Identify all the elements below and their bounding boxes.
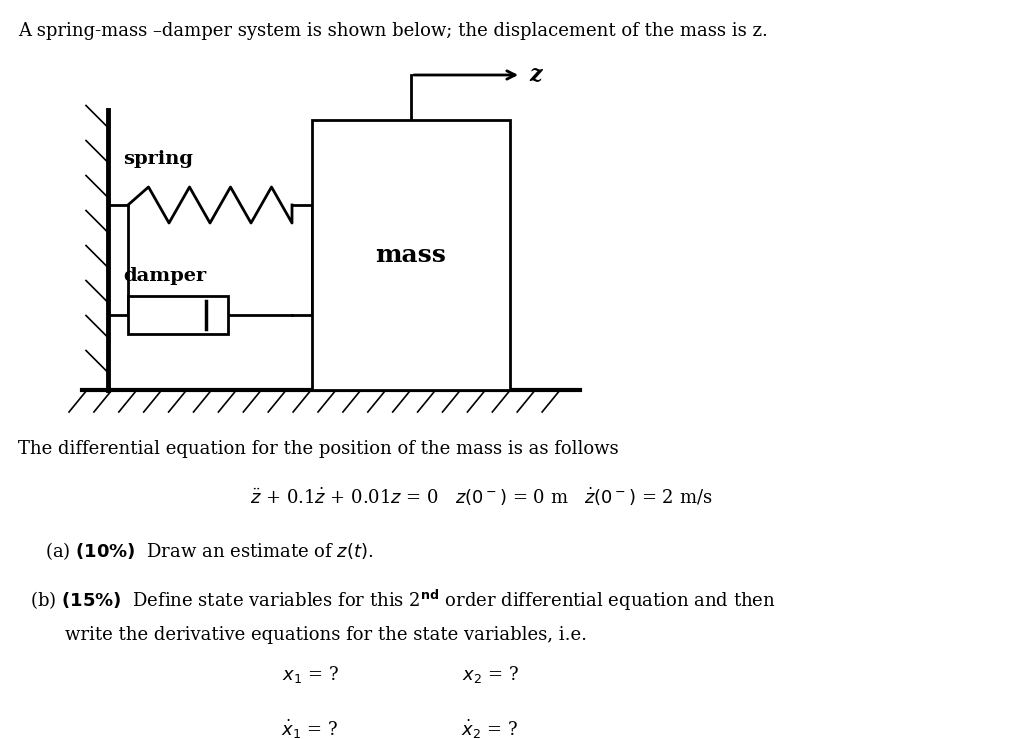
Text: spring: spring — [123, 150, 193, 168]
Text: (b) $\mathbf{(15\%)}$  Define state variables for this 2$^\mathbf{nd}$ order dif: (b) $\mathbf{(15\%)}$ Define state varia… — [30, 588, 776, 613]
Text: z: z — [529, 64, 542, 86]
Text: mass: mass — [376, 243, 446, 267]
Text: $x_1$ = ?: $x_1$ = ? — [282, 664, 339, 685]
Bar — [312, 120, 510, 390]
Text: write the derivative equations for the state variables, i.e.: write the derivative equations for the s… — [65, 626, 587, 644]
Text: (a) $\mathbf{(10\%)}$  Draw an estimate of $z(t)$.: (a) $\mathbf{(10\%)}$ Draw an estimate o… — [45, 540, 374, 562]
Text: damper: damper — [123, 267, 206, 285]
Text: A spring-mass –damper system is shown below; the displacement of the mass is z.: A spring-mass –damper system is shown be… — [18, 22, 768, 40]
Text: $x_2$ = ?: $x_2$ = ? — [462, 664, 518, 685]
Text: $\dot{x}_1$ = ?: $\dot{x}_1$ = ? — [282, 718, 339, 739]
Text: The differential equation for the position of the mass is as follows: The differential equation for the positi… — [18, 440, 618, 458]
Text: $\ddot{z}$ + 0.1$\dot{z}$ + 0.01$z$ = 0   $z(0^-)$ = 0 m   $\dot{z}(0^-)$ = 2 m/: $\ddot{z}$ + 0.1$\dot{z}$ + 0.01$z$ = 0 … — [250, 486, 713, 508]
Bar — [128, 296, 228, 334]
Text: $\dot{x}_2$ = ?: $\dot{x}_2$ = ? — [462, 718, 518, 739]
